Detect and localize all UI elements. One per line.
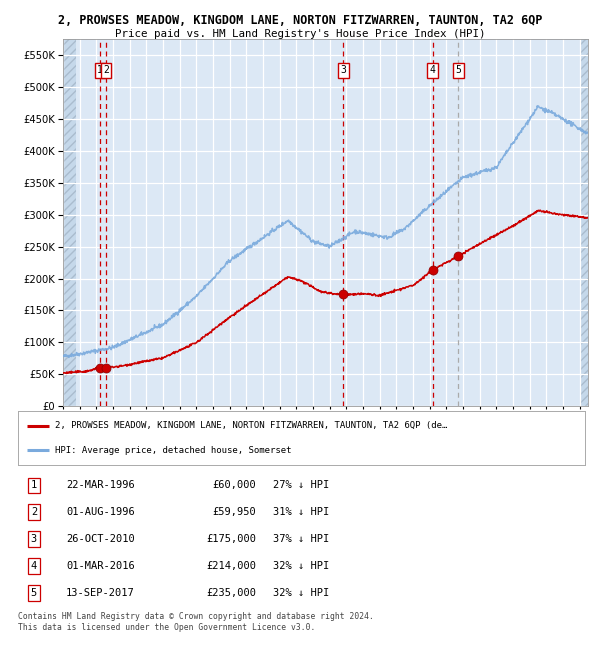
Text: 3: 3 [31, 534, 37, 544]
Text: 2, PROWSES MEADOW, KINGDOM LANE, NORTON FITZWARREN, TAUNTON, TA2 6QP (de…: 2, PROWSES MEADOW, KINGDOM LANE, NORTON … [55, 421, 447, 430]
Text: £235,000: £235,000 [206, 588, 256, 598]
Text: 22-MAR-1996: 22-MAR-1996 [66, 480, 135, 491]
Text: 2, PROWSES MEADOW, KINGDOM LANE, NORTON FITZWARREN, TAUNTON, TA2 6QP: 2, PROWSES MEADOW, KINGDOM LANE, NORTON … [58, 14, 542, 27]
Text: 4: 4 [31, 561, 37, 571]
Text: 13-SEP-2017: 13-SEP-2017 [66, 588, 135, 598]
Text: 4: 4 [430, 65, 436, 75]
Text: £59,950: £59,950 [212, 508, 256, 517]
Text: 5: 5 [455, 65, 461, 75]
Text: 27% ↓ HPI: 27% ↓ HPI [273, 480, 329, 491]
Text: 01-MAR-2016: 01-MAR-2016 [66, 561, 135, 571]
Text: £175,000: £175,000 [206, 534, 256, 544]
Text: 37% ↓ HPI: 37% ↓ HPI [273, 534, 329, 544]
Text: 2: 2 [103, 65, 109, 75]
Text: 2: 2 [31, 508, 37, 517]
Text: 1: 1 [97, 65, 103, 75]
Text: 26-OCT-2010: 26-OCT-2010 [66, 534, 135, 544]
Text: Contains HM Land Registry data © Crown copyright and database right 2024.
This d: Contains HM Land Registry data © Crown c… [18, 612, 374, 632]
Text: 1: 1 [31, 480, 37, 491]
Text: 31% ↓ HPI: 31% ↓ HPI [273, 508, 329, 517]
Text: 32% ↓ HPI: 32% ↓ HPI [273, 561, 329, 571]
Text: Price paid vs. HM Land Registry's House Price Index (HPI): Price paid vs. HM Land Registry's House … [115, 29, 485, 39]
Text: 01-AUG-1996: 01-AUG-1996 [66, 508, 135, 517]
Text: 3: 3 [340, 65, 346, 75]
Text: HPI: Average price, detached house, Somerset: HPI: Average price, detached house, Some… [55, 446, 292, 455]
Text: £60,000: £60,000 [212, 480, 256, 491]
Text: 5: 5 [31, 588, 37, 598]
Text: 32% ↓ HPI: 32% ↓ HPI [273, 588, 329, 598]
Text: £214,000: £214,000 [206, 561, 256, 571]
